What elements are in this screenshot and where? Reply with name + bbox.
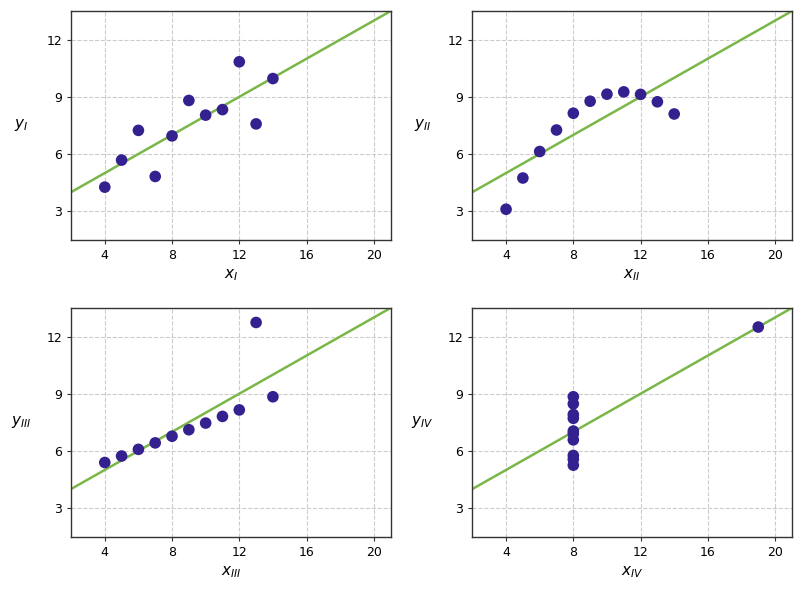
Point — [266, 74, 279, 83]
Y-axis label: $y_{\mathit{II}}$: $y_{\mathit{II}}$ — [414, 118, 431, 134]
Point — [566, 451, 579, 460]
Point — [600, 89, 613, 99]
Point — [566, 454, 579, 464]
Point — [216, 412, 229, 421]
Point — [233, 57, 245, 67]
Point — [533, 147, 545, 156]
Point — [148, 438, 161, 447]
Point — [199, 418, 212, 428]
Point — [233, 405, 245, 415]
Point — [751, 322, 764, 332]
Point — [165, 431, 178, 441]
Point — [249, 119, 262, 129]
Point — [549, 125, 562, 135]
Point — [566, 426, 579, 436]
Point — [182, 425, 195, 434]
Point — [566, 414, 579, 423]
Point — [516, 173, 529, 183]
Point — [165, 131, 178, 141]
Point — [266, 392, 279, 401]
Y-axis label: $y_{\mathit{III}}$: $y_{\mathit{III}}$ — [11, 414, 31, 430]
Point — [499, 204, 512, 214]
Y-axis label: $y_{\mathit{IV}}$: $y_{\mathit{IV}}$ — [411, 414, 433, 430]
X-axis label: $x_{\mathit{I}}$: $x_{\mathit{I}}$ — [224, 267, 237, 283]
Y-axis label: $y_{\mathit{I}}$: $y_{\mathit{I}}$ — [14, 118, 28, 134]
Point — [566, 410, 579, 419]
Point — [566, 399, 579, 408]
Point — [115, 155, 128, 165]
Point — [249, 318, 262, 327]
Point — [132, 444, 144, 454]
Point — [115, 452, 128, 461]
Point — [148, 172, 161, 181]
Point — [216, 105, 229, 114]
X-axis label: $x_{\mathit{III}}$: $x_{\mathit{III}}$ — [221, 564, 241, 580]
Point — [182, 96, 195, 105]
Point — [634, 90, 646, 99]
Point — [566, 392, 579, 401]
Point — [199, 111, 212, 120]
Point — [650, 97, 663, 106]
Point — [583, 96, 596, 106]
Point — [132, 126, 144, 135]
Point — [566, 429, 579, 439]
Point — [667, 109, 680, 119]
X-axis label: $x_{\mathit{II}}$: $x_{\mathit{II}}$ — [622, 267, 640, 283]
X-axis label: $x_{\mathit{IV}}$: $x_{\mathit{IV}}$ — [620, 564, 642, 580]
Point — [566, 435, 579, 444]
Point — [98, 183, 111, 192]
Point — [566, 109, 579, 118]
Point — [98, 458, 111, 467]
Point — [617, 87, 630, 96]
Point — [566, 460, 579, 470]
